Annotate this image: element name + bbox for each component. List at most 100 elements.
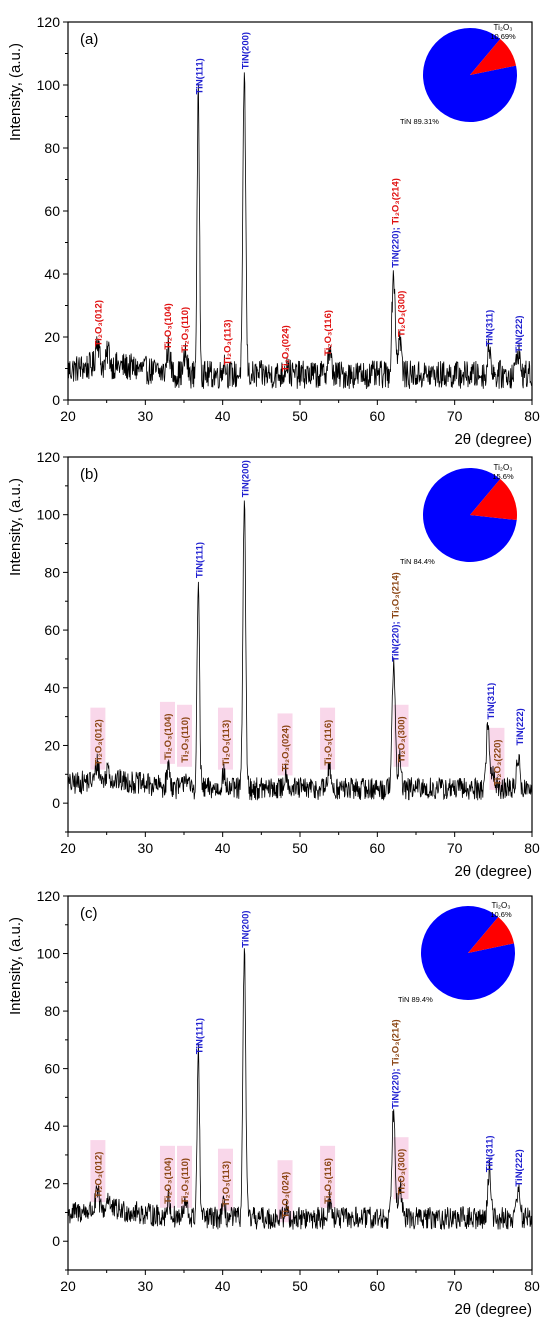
peak-label: Ti₂O₃(113) (221, 1161, 232, 1207)
panel-label: (a) (80, 31, 98, 48)
y-tick-label: 100 (37, 507, 61, 523)
pie-label-tin: TiN 89.4% (398, 995, 433, 1004)
peak-label: Ti₂O₃(300) (397, 291, 408, 337)
y-axis-label: Intensity, (a.u.) (7, 917, 24, 1015)
peak-label: TiN(311) (485, 310, 496, 347)
label-highlight (159, 1145, 175, 1208)
peak-label: Ti₂O₃(110) (180, 1158, 191, 1204)
y-tick-label: 40 (44, 266, 60, 282)
x-tick-label: 50 (292, 408, 308, 424)
x-tick-label: 80 (524, 408, 540, 424)
x-tick-label: 20 (60, 1278, 76, 1294)
peak-label: Ti₂O₃(012) (93, 719, 104, 765)
label-highlight (320, 707, 336, 770)
peak-label: TiN(111) (195, 1018, 206, 1054)
pie-slice-ti2o3 (470, 478, 517, 521)
peak-label: TiN(111) (195, 58, 206, 94)
x-tick-label: 40 (215, 840, 231, 856)
peak-label: Ti₂O₃(104) (163, 303, 174, 349)
pie-slice-ti2o3 (470, 38, 517, 75)
pie-title-ti2o3: Ti₂O₃ (494, 463, 513, 472)
peak-label: Ti₂O₃(104) (163, 713, 174, 759)
peak-label: TiN(200) (240, 910, 251, 947)
label-highlight (159, 701, 175, 764)
label-highlight (90, 707, 106, 770)
x-tick-label: 70 (447, 408, 463, 424)
pie-label-tin: TiN 89.31% (400, 117, 439, 126)
label-highlight (277, 713, 293, 776)
peak-label: Ti₂O₃(024) (281, 1172, 292, 1218)
peak-label: TiN(200) (240, 32, 251, 69)
peak-label: TiN(220); Ti₂O₃(214) (390, 572, 401, 662)
x-tick-label: 30 (138, 1278, 154, 1294)
x-axis-label: 2θ (degree) (454, 1301, 532, 1318)
label-highlight (177, 1145, 192, 1208)
peak-label: Ti₂O₃(300) (397, 1149, 408, 1195)
x-tick-label: 80 (524, 840, 540, 856)
x-tick-label: 60 (370, 408, 386, 424)
label-highlight (393, 1137, 409, 1200)
y-tick-label: 120 (37, 14, 61, 30)
y-tick-label: 20 (44, 1176, 60, 1192)
y-tick-label: 60 (44, 622, 60, 638)
y-tick-label: 100 (37, 77, 61, 93)
x-tick-label: 40 (215, 408, 231, 424)
x-tick-label: 60 (370, 840, 386, 856)
pie-slice-tin (421, 906, 515, 1001)
y-tick-label: 0 (52, 392, 60, 408)
y-tick-label: 60 (44, 203, 60, 219)
panel-label: (c) (80, 905, 98, 922)
y-tick-label: 20 (44, 737, 60, 753)
peak-label: Ti₂O₃(012) (93, 300, 104, 346)
y-axis-label: Intensity, (a.u.) (7, 43, 24, 141)
label-highlight (177, 704, 192, 767)
pie-title-ti2o3: Ti₂O₃ (494, 23, 513, 32)
xrd-panel-2: 0 20 40 60 80 100 120 20 30 40 50 60 70 80 2θ (degree)… (7, 449, 540, 880)
xrd-trace (68, 72, 532, 390)
y-tick-label: 0 (52, 795, 60, 811)
xrd-trace (68, 948, 532, 1230)
peak-label: TiN(311) (485, 1135, 496, 1172)
pie-label-ti2o3: 10.69% (490, 32, 516, 41)
label-highlight (217, 1148, 233, 1211)
peak-label: Ti₂O₃(116) (323, 310, 334, 356)
y-tick-label: 80 (44, 140, 60, 156)
peak-label: TiN(220); Ti₂O₃(214) (390, 178, 401, 268)
y-tick-label: 100 (37, 946, 61, 962)
x-tick-label: 30 (138, 840, 154, 856)
label-highlight (217, 707, 233, 770)
peak-label: Ti₂O₃(024) (281, 325, 292, 371)
y-tick-label: 40 (44, 1118, 60, 1134)
y-tick-label: 0 (52, 1233, 60, 1249)
peak-label: Ti₂O₃(110) (180, 717, 191, 763)
x-tick-label: 60 (370, 1278, 386, 1294)
x-axis-label: 2θ (degree) (454, 431, 532, 448)
peak-label: TiN(222) (514, 1149, 525, 1186)
x-tick-label: 70 (447, 840, 463, 856)
pie-slice-tin (422, 27, 517, 122)
peak-label-group (90, 1137, 409, 1223)
x-tick-label: 80 (524, 1278, 540, 1294)
y-tick-label: 80 (44, 564, 60, 580)
pie-label-tin: TiN 84.4% (400, 557, 435, 566)
x-tick-label: 20 (60, 840, 76, 856)
pie-title-ti2o3: Ti₂O₃ (492, 901, 511, 910)
pie-label-ti2o3: 10.6% (490, 910, 512, 919)
pie-label-ti2o3: 15.6% (492, 472, 514, 481)
pie-slice-ti2o3 (468, 916, 515, 953)
label-highlight (277, 1160, 293, 1223)
peak-label: Ti₂O₃(024) (281, 725, 292, 771)
x-tick-label: 70 (447, 1278, 463, 1294)
y-axis-label: Intensity, (a.u.) (7, 478, 24, 576)
peak-label: Ti₂O₃(104) (163, 1157, 174, 1203)
y-tick-label: 120 (37, 449, 61, 465)
peak-label: TiN(111) (195, 542, 206, 578)
peak-label: Ti₂O₃(113) (221, 720, 232, 766)
panel-label: (b) (80, 466, 98, 483)
pie-slice-tin (423, 467, 517, 562)
peak-label: Ti₂O₃(116) (323, 1158, 334, 1204)
y-tick-label: 40 (44, 680, 60, 696)
